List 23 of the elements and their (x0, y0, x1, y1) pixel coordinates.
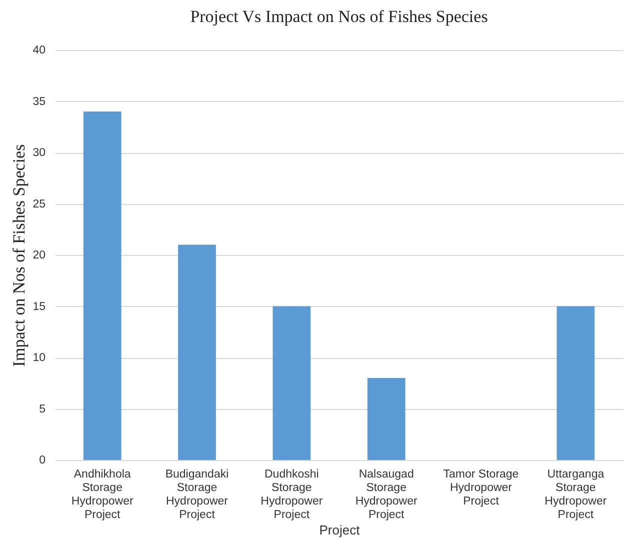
x-tick-label: Tamor Storage Hydropower Project (443, 468, 519, 508)
y-tick-label: 0 (39, 454, 46, 466)
y-tick-label: 35 (32, 96, 46, 108)
y-tick-label: 10 (32, 352, 46, 364)
chart-title: Project Vs Impact on Nos of Fishes Species (190, 7, 488, 26)
y-tick-label: 40 (32, 44, 46, 56)
y-axis-title: Impact on Nos of Fishes Species (10, 144, 29, 367)
y-tick-label: 20 (32, 250, 46, 262)
bar (83, 112, 122, 460)
bar (272, 306, 311, 460)
x-tick-label: Andhikhola Storage Hydropower Project (71, 468, 134, 521)
y-tick-label: 15 (32, 300, 46, 313)
x-tick-label: Budigandaki Storage Hydropower Project (165, 468, 229, 521)
y-tick-label: 25 (32, 198, 46, 210)
x-tick-label: Uttarganga Storage Hydropower Project (544, 468, 607, 521)
bar (367, 378, 406, 460)
x-axis-title: Project (319, 522, 360, 538)
y-tick-label: 30 (32, 147, 46, 159)
bar (556, 306, 595, 460)
x-tick-label: Nalsaugad Storage Hydropower Project (355, 468, 418, 521)
x-tick-label: Dudhkoshi Storage Hydropower Project (260, 468, 323, 521)
bar (178, 244, 216, 460)
y-tick-label: 5 (39, 403, 46, 416)
